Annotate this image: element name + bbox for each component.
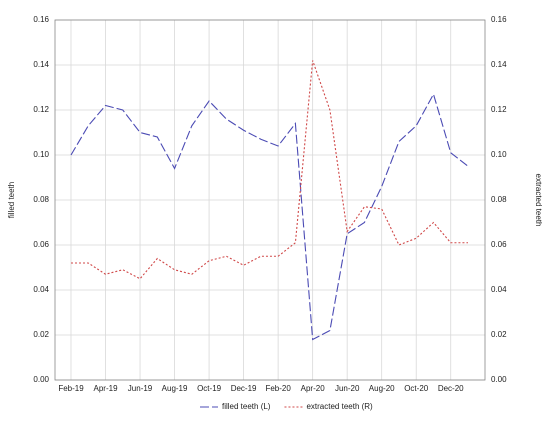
y-tick-label: 0.04: [33, 285, 49, 294]
y-tick-label: 0.12: [33, 105, 49, 114]
y2-tick-label: 0.10: [491, 150, 507, 159]
x-tick-label: Dec-19: [231, 384, 257, 393]
y-tick-label: 0.02: [33, 330, 49, 339]
y-axis-title: filled teeth: [7, 182, 16, 218]
y2-tick-label: 0.00: [491, 375, 507, 384]
x-tick-label: Dec-20: [438, 384, 464, 393]
series-line: [70, 92, 469, 341]
y-tick-label: 0.08: [33, 195, 49, 204]
series-line: [71, 60, 468, 280]
legend-label: extracted teeth (R): [306, 402, 373, 411]
legend-label: filled teeth (L): [222, 402, 271, 411]
x-tick-label: Apr-20: [301, 384, 326, 393]
y2-tick-label: 0.12: [491, 105, 507, 114]
y-tick-label: 0.00: [33, 375, 49, 384]
x-tick-label: Jun-20: [335, 384, 360, 393]
y2-axis-title: extracted teeth: [534, 174, 543, 227]
plot-frame: [54, 19, 486, 381]
y2-tick-label: 0.02: [491, 330, 507, 339]
y-tick-label: 0.14: [33, 60, 49, 69]
x-tick-label: Oct-20: [404, 384, 429, 393]
x-tick-label: Aug-19: [162, 384, 188, 393]
y2-tick-label: 0.14: [491, 60, 507, 69]
y-tick-label: 0.06: [33, 240, 49, 249]
y2-tick-label: 0.16: [491, 15, 507, 24]
y2-tick-label: 0.04: [491, 285, 507, 294]
x-tick-label: Apr-19: [94, 384, 119, 393]
y2-tick-label: 0.08: [491, 195, 507, 204]
x-tick-label: Aug-20: [369, 384, 395, 393]
x-tick-label: Feb-19: [58, 384, 84, 393]
y-tick-label: 0.16: [33, 15, 49, 24]
x-tick-label: Jun-19: [128, 384, 153, 393]
y2-tick-label: 0.06: [491, 240, 507, 249]
y-tick-label: 0.10: [33, 150, 49, 159]
x-tick-label: Oct-19: [197, 384, 222, 393]
x-tick-label: Feb-20: [265, 384, 291, 393]
